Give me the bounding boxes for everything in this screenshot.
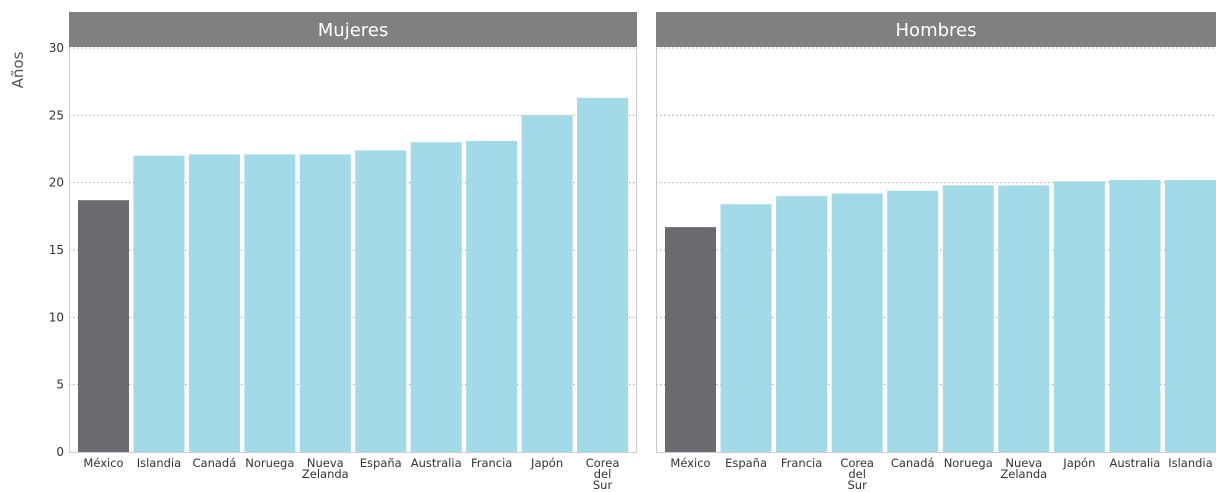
category-label: Australia: [411, 456, 462, 470]
category-label: Francia: [781, 456, 822, 470]
y-tick-label: 30: [49, 41, 64, 55]
y-tick-label: 25: [49, 108, 64, 122]
category-label: Canadá: [193, 456, 237, 470]
bar: [299, 154, 351, 453]
bar: [1053, 181, 1105, 452]
y-tick-label: 15: [49, 243, 64, 257]
bar: [78, 200, 129, 452]
category-label: Corea del Sur: [840, 456, 874, 492]
y-tick-label: 10: [49, 310, 64, 324]
category-label: Nueva Zelanda: [302, 456, 349, 481]
bar: [831, 193, 883, 452]
panel-title: Mujeres: [318, 20, 388, 41]
y-axis: 0 5 10 15 20 25 30: [49, 41, 64, 459]
bar: [410, 142, 462, 452]
category-label: México: [670, 456, 710, 470]
bar: [466, 140, 518, 453]
category-label: Noruega: [245, 456, 294, 470]
y-tick-label: 0: [56, 445, 64, 459]
bar: [665, 227, 716, 452]
category-label: España: [360, 456, 402, 470]
bar: [998, 185, 1050, 453]
category-label: Japón: [1062, 456, 1095, 470]
panel-title: Hombres: [896, 20, 977, 41]
bar: [887, 190, 939, 452]
bar: [133, 155, 185, 452]
category-label: México: [83, 456, 123, 470]
bar: [188, 154, 240, 453]
category-label: Francia: [471, 456, 512, 470]
panels: Mujeres México Islandia Canadá Noruega Nueva Z…: [69, 12, 1216, 492]
category-label: Islandia: [1168, 456, 1212, 470]
bar: [355, 150, 407, 452]
bar: [521, 115, 573, 452]
panel-mujeres: Mujeres México Islandia Canadá Noruega Nueva Z…: [69, 12, 637, 492]
bar: [942, 185, 994, 453]
bar: [776, 196, 828, 452]
category-label: Australia: [1109, 456, 1160, 470]
y-tick-label: 20: [49, 176, 64, 190]
bar: [244, 154, 296, 453]
category-label: Noruega: [944, 456, 993, 470]
bar: [1109, 179, 1161, 452]
category-label: España: [725, 456, 767, 470]
y-tick-label: 5: [56, 378, 64, 392]
bar: [1164, 179, 1216, 452]
bar: [577, 97, 629, 453]
panel-header: [69, 12, 637, 47]
category-label: Nueva Zelanda: [1000, 456, 1047, 481]
y-axis-label: Años: [9, 51, 27, 88]
category-label: Canadá: [891, 456, 935, 470]
panel-header: [656, 12, 1216, 47]
category-label: Islandia: [137, 456, 181, 470]
category-label: Corea del Sur: [586, 456, 620, 492]
category-label: Japón: [530, 456, 563, 470]
bar: [720, 204, 772, 452]
panel-hombres: Hombres México España Francia Corea del Sur Can…: [656, 12, 1216, 492]
